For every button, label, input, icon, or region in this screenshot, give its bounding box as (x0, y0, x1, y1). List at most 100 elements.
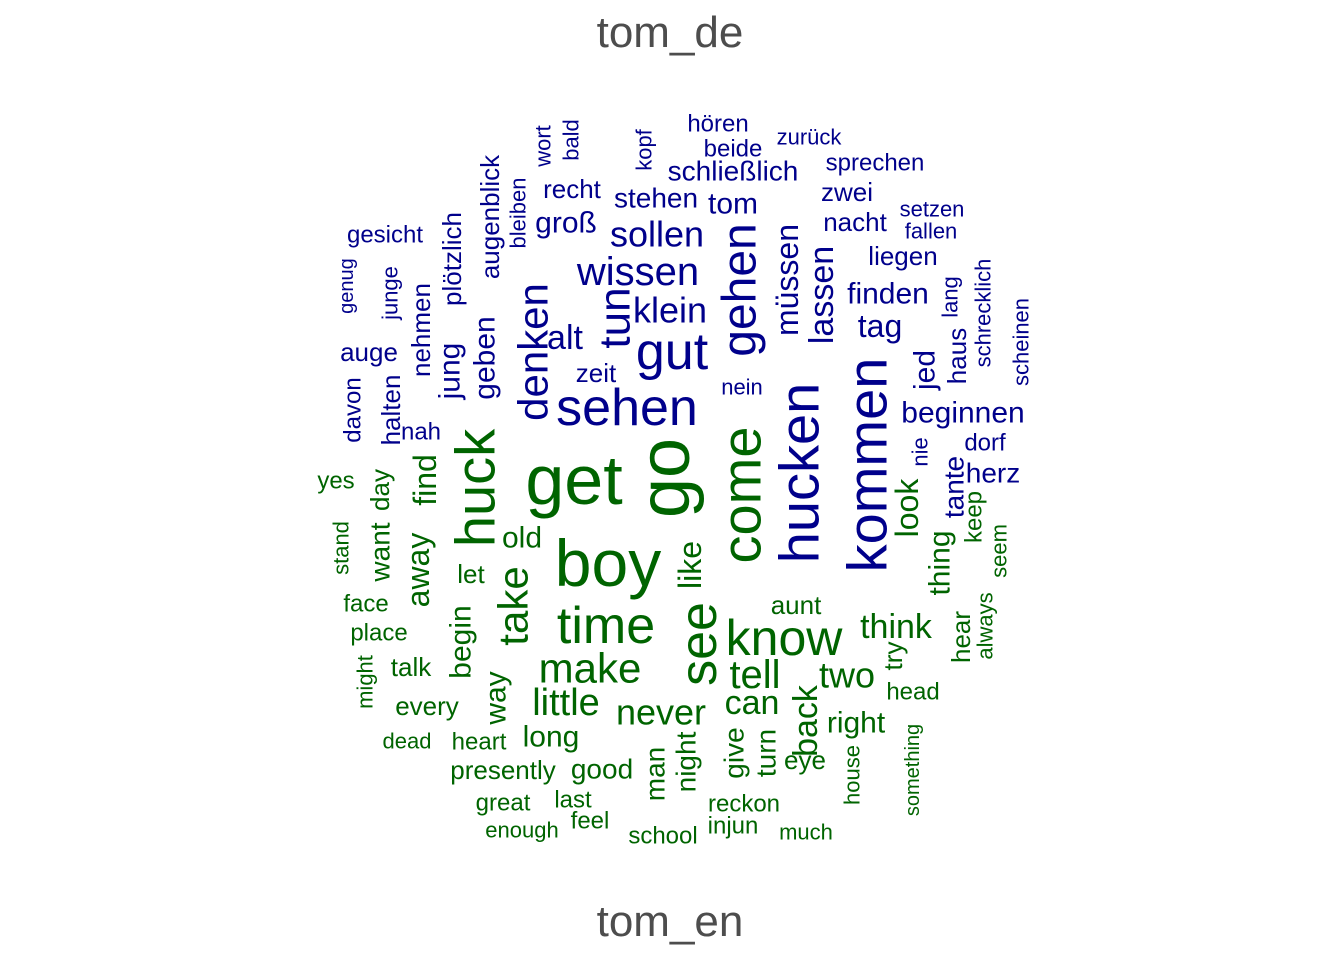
word-en-31: night (671, 731, 702, 792)
word-de-22: nacht (823, 207, 887, 237)
word-en-44: stand (329, 521, 354, 575)
word-de-16: schließlich (668, 156, 799, 187)
word-en-5: see (670, 602, 728, 686)
word-en-1: get (525, 441, 622, 519)
word-en-3: come (710, 427, 773, 564)
word-en-40: every (395, 691, 459, 721)
word-de-23: zwei (821, 177, 873, 207)
word-de-26: lang (938, 276, 963, 318)
word-de-42: geben (469, 316, 502, 399)
word-de-55: dorf (964, 430, 1006, 457)
word-de-45: genug (336, 258, 358, 314)
word-de-56: herz (966, 458, 1020, 489)
word-en-10: tell (729, 653, 780, 697)
word-en-18: away (400, 533, 436, 608)
word-de-25: haus (942, 328, 972, 384)
word-de-54: tante (939, 456, 970, 518)
word-de-13: groß (535, 207, 597, 240)
word-en-54: much (779, 820, 833, 845)
word-de-33: beide (704, 136, 763, 163)
word-en-27: back (787, 684, 825, 757)
word-en-6: know (726, 610, 844, 666)
word-en-61: seem (987, 524, 1012, 578)
word-en-39: heart (452, 729, 507, 756)
word-de-17: recht (543, 174, 602, 204)
word-en-62: keep (961, 491, 988, 543)
word-en-26: can (725, 684, 780, 722)
word-en-33: give (719, 727, 750, 778)
word-en-53: injun (708, 813, 759, 840)
word-de-27: schrecklich (971, 259, 996, 368)
word-en-59: hear (946, 611, 976, 663)
word-de-48: davon (340, 377, 367, 442)
word-de-0: kommen (836, 358, 899, 573)
word-de-10: klein (633, 290, 707, 331)
word-en-14: old (502, 522, 542, 555)
word-de-24: liegen (868, 241, 937, 271)
word-de-11: sollen (610, 214, 704, 255)
word-en-12: never (616, 692, 706, 733)
word-en-52: school (628, 823, 697, 850)
group-title-tom-de: tom_de (597, 8, 744, 57)
word-de-12: alt (547, 319, 583, 357)
word-en-9: take (490, 566, 537, 645)
word-de-1: hucken (768, 383, 831, 564)
word-de-51: zeit (576, 358, 617, 388)
word-en-42: place (350, 620, 407, 647)
word-en-0: go (625, 438, 705, 518)
word-en-56: something (902, 724, 924, 816)
word-de-8: müssen (769, 224, 805, 336)
word-en-4: huck (444, 428, 507, 547)
word-en-37: good (571, 754, 633, 785)
word-de-39: augenblick (475, 154, 505, 279)
word-en-45: yes (317, 468, 354, 495)
word-en-35: eye (784, 745, 826, 775)
word-en-13: like (672, 541, 708, 589)
word-de-35: kopf (632, 128, 657, 170)
word-en-48: great (476, 790, 531, 817)
word-de-46: gesicht (347, 222, 423, 249)
word-de-29: setzen (900, 197, 965, 222)
word-en-43: face (343, 591, 388, 618)
word-de-36: bald (559, 119, 584, 161)
word-de-53: nie (908, 437, 933, 466)
word-en-23: look (889, 478, 925, 538)
word-de-14: stehen (614, 183, 698, 214)
word-en-41: talk (391, 652, 432, 682)
word-en-24: thing (924, 530, 957, 595)
word-de-3: sehen (556, 379, 698, 437)
word-en-21: think (860, 608, 933, 646)
word-en-8: make (539, 645, 642, 692)
word-en-57: head (886, 679, 939, 706)
word-de-34: hören (687, 111, 748, 138)
word-de-7: tun (591, 287, 640, 348)
word-de-30: fallen (905, 219, 958, 244)
word-de-19: tag (858, 308, 902, 344)
word-en-49: last (554, 787, 592, 814)
word-de-31: sprechen (826, 150, 925, 177)
word-en-58: try (878, 642, 908, 671)
word-en-51: feel (571, 808, 610, 835)
word-en-25: aunt (771, 590, 822, 620)
word-de-49: halten (376, 375, 406, 446)
word-en-7: time (557, 597, 655, 655)
word-en-19: want (365, 522, 396, 582)
word-de-2: gehen (714, 223, 767, 356)
word-de-28: scheinen (1009, 298, 1034, 386)
word-de-20: beginnen (901, 397, 1024, 430)
word-en-30: way (480, 671, 513, 725)
word-de-21: jed (909, 350, 942, 391)
word-en-34: turn (751, 729, 782, 777)
word-de-52: nein (721, 375, 763, 400)
word-en-50: enough (485, 818, 558, 843)
word-en-15: let (457, 559, 485, 589)
word-en-32: man (640, 747, 671, 801)
group-title-tom-en: tom_en (597, 897, 744, 946)
word-de-50: nah (401, 419, 441, 446)
word-de-43: nehmen (406, 283, 436, 377)
word-de-5: denken (510, 283, 557, 421)
word-de-40: plötzlich (437, 212, 467, 306)
word-de-18: finden (847, 278, 929, 311)
word-en-29: long (523, 721, 580, 754)
